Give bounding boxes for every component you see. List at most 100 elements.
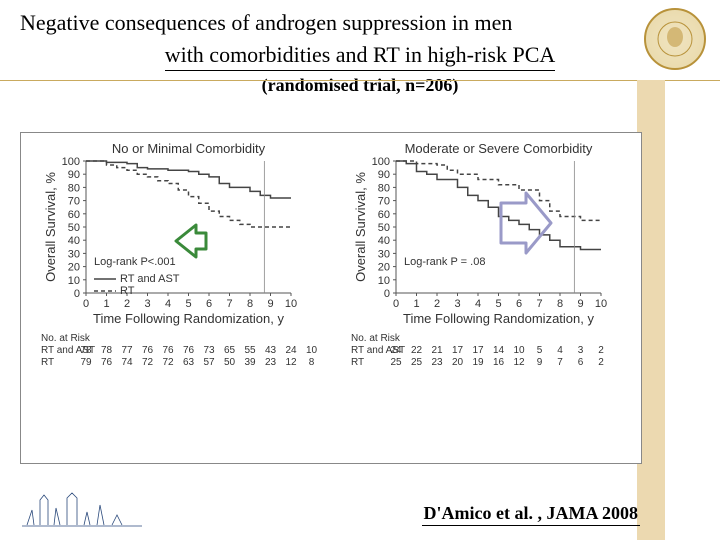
svg-text:10: 10 — [285, 298, 297, 310]
svg-text:17: 17 — [452, 345, 464, 356]
svg-text:RT: RT — [41, 357, 54, 368]
svg-text:10: 10 — [68, 275, 80, 287]
svg-text:12: 12 — [513, 357, 525, 368]
svg-text:3: 3 — [454, 298, 460, 310]
svg-text:100: 100 — [62, 156, 80, 168]
svg-text:2: 2 — [598, 345, 604, 356]
svg-text:2: 2 — [598, 357, 604, 368]
svg-text:76: 76 — [183, 345, 195, 356]
divider — [0, 80, 720, 81]
svg-text:6: 6 — [516, 298, 522, 310]
svg-text:20: 20 — [452, 357, 464, 368]
svg-text:100: 100 — [372, 156, 390, 168]
svg-text:12: 12 — [285, 357, 297, 368]
svg-text:90: 90 — [68, 169, 80, 181]
svg-text:50: 50 — [224, 357, 236, 368]
svg-text:72: 72 — [142, 357, 154, 368]
svg-text:23: 23 — [431, 357, 443, 368]
svg-text:0: 0 — [83, 298, 89, 310]
svg-text:6: 6 — [578, 357, 584, 368]
svg-text:65: 65 — [224, 345, 236, 356]
svg-text:30: 30 — [68, 248, 80, 260]
svg-text:55: 55 — [244, 345, 256, 356]
svg-text:Moderate or Severe Comorbidity: Moderate or Severe Comorbidity — [405, 141, 593, 156]
svg-text:Log-rank P<.001: Log-rank P<.001 — [94, 256, 176, 268]
svg-text:3: 3 — [578, 345, 584, 356]
svg-text:24: 24 — [390, 345, 402, 356]
svg-text:19: 19 — [472, 357, 484, 368]
svg-text:3: 3 — [144, 298, 150, 310]
svg-text:8: 8 — [557, 298, 563, 310]
svg-text:17: 17 — [472, 345, 484, 356]
svg-text:14: 14 — [493, 345, 505, 356]
svg-text:43: 43 — [265, 345, 277, 356]
svg-text:30: 30 — [378, 248, 390, 260]
svg-text:7: 7 — [557, 357, 563, 368]
svg-text:22: 22 — [411, 345, 423, 356]
svg-text:24: 24 — [285, 345, 297, 356]
svg-text:10: 10 — [595, 298, 607, 310]
svg-text:Time Following Randomization,: Time Following Randomization, y — [403, 311, 594, 326]
svg-text:50: 50 — [378, 222, 390, 234]
svg-text:78: 78 — [101, 345, 113, 356]
svg-text:9: 9 — [577, 298, 583, 310]
svg-text:1: 1 — [413, 298, 419, 310]
title-line-1: Negative consequences of androgen suppre… — [20, 8, 700, 38]
svg-text:80: 80 — [68, 182, 80, 194]
svg-text:RT and AST: RT and AST — [120, 273, 180, 285]
svg-text:7: 7 — [226, 298, 232, 310]
svg-text:Log-rank P = .08: Log-rank P = .08 — [404, 256, 485, 268]
svg-text:10: 10 — [378, 275, 390, 287]
svg-text:25: 25 — [411, 357, 423, 368]
svg-text:2: 2 — [124, 298, 130, 310]
title-line-2: with comorbidities and RT in high-risk P… — [20, 40, 700, 72]
svg-text:21: 21 — [431, 345, 443, 356]
svg-text:40: 40 — [68, 235, 80, 247]
svg-text:RT: RT — [120, 285, 135, 297]
svg-text:1: 1 — [103, 298, 109, 310]
svg-text:16: 16 — [493, 357, 505, 368]
svg-text:70: 70 — [378, 196, 390, 208]
chart-container: No or Minimal Comorbidity010203040506070… — [20, 132, 642, 464]
svg-text:RT: RT — [351, 357, 364, 368]
svg-text:23: 23 — [265, 357, 277, 368]
svg-text:0: 0 — [74, 288, 80, 300]
svg-text:4: 4 — [475, 298, 481, 310]
svg-text:8: 8 — [247, 298, 253, 310]
svg-text:5: 5 — [537, 345, 543, 356]
svg-text:77: 77 — [121, 345, 133, 356]
svg-text:Overall Survival, %: Overall Survival, % — [353, 172, 368, 282]
svg-text:5: 5 — [185, 298, 191, 310]
svg-text:80: 80 — [378, 182, 390, 194]
svg-text:9: 9 — [267, 298, 273, 310]
city-skyline-icon — [22, 490, 142, 530]
svg-text:76: 76 — [142, 345, 154, 356]
svg-text:10: 10 — [306, 345, 318, 356]
svg-text:60: 60 — [378, 209, 390, 221]
svg-text:5: 5 — [495, 298, 501, 310]
svg-text:39: 39 — [244, 357, 256, 368]
svg-text:76: 76 — [162, 345, 174, 356]
svg-text:60: 60 — [68, 209, 80, 221]
survival-charts: No or Minimal Comorbidity010203040506070… — [21, 133, 641, 463]
svg-text:2: 2 — [434, 298, 440, 310]
svg-text:No or Minimal Comorbidity: No or Minimal Comorbidity — [112, 141, 266, 156]
svg-text:7: 7 — [536, 298, 542, 310]
svg-text:72: 72 — [162, 357, 174, 368]
svg-text:70: 70 — [68, 196, 80, 208]
svg-text:8: 8 — [309, 357, 315, 368]
citation: D'Amico et al. , JAMA 2008 — [422, 503, 640, 526]
svg-text:78: 78 — [80, 345, 92, 356]
svg-text:Time Following Randomization,: Time Following Randomization, y — [93, 311, 284, 326]
svg-text:0: 0 — [393, 298, 399, 310]
svg-text:9: 9 — [537, 357, 543, 368]
svg-text:Overall Survival, %: Overall Survival, % — [43, 172, 58, 282]
svg-text:4: 4 — [557, 345, 563, 356]
svg-text:25: 25 — [390, 357, 402, 368]
svg-text:6: 6 — [206, 298, 212, 310]
svg-text:79: 79 — [80, 357, 92, 368]
svg-text:50: 50 — [68, 222, 80, 234]
svg-text:0: 0 — [384, 288, 390, 300]
svg-text:4: 4 — [165, 298, 171, 310]
svg-text:63: 63 — [183, 357, 195, 368]
